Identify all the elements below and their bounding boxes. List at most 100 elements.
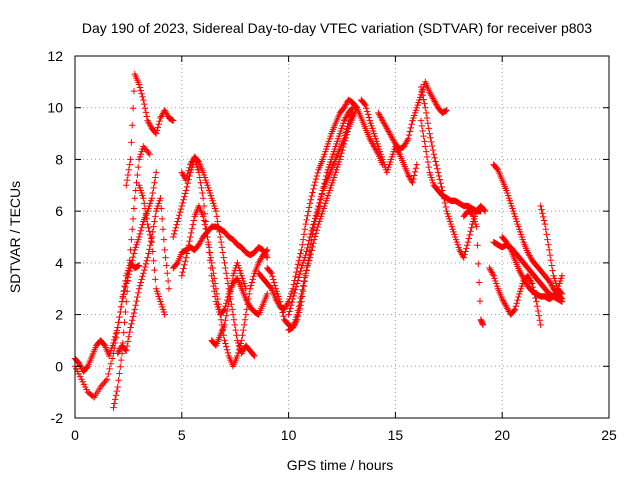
- data-point-marker: [419, 127, 426, 135]
- data-point-marker: [349, 109, 356, 117]
- data-point-marker: [429, 146, 437, 154]
- x-tick-label: 0: [71, 427, 79, 443]
- data-point-marker: [130, 309, 138, 317]
- data-series-19: [417, 117, 485, 215]
- data-point-marker: [299, 241, 306, 248]
- axis-ticks: 0 5 10 15 20 25 -2 0 2 4 6 8 10 12: [47, 48, 617, 443]
- data-point-marker: [305, 241, 312, 248]
- data-point-marker: [296, 271, 303, 278]
- data-point-marker: [223, 275, 231, 282]
- data-point-marker: [303, 266, 310, 274]
- data-point-marker: [123, 277, 131, 284]
- data-point-marker: [140, 270, 147, 277]
- data-point-marker: [197, 179, 204, 186]
- data-point-marker: [305, 260, 312, 268]
- data-point-marker: [271, 282, 279, 289]
- data-point-marker: [311, 233, 319, 240]
- data-point-marker: [163, 262, 170, 269]
- data-point-marker: [139, 221, 146, 228]
- data-point-marker: [218, 244, 226, 251]
- data-point-marker: [420, 132, 427, 140]
- data-point-marker: [225, 298, 232, 305]
- data-point-marker: [304, 263, 311, 271]
- data-point-marker: [150, 257, 157, 264]
- data-point-marker: [224, 303, 232, 310]
- data-point-marker: [196, 174, 203, 181]
- data-point-marker: [293, 268, 300, 276]
- data-point-marker: [481, 206, 488, 214]
- data-point-marker: [363, 105, 370, 112]
- data-point-marker: [129, 317, 136, 324]
- data-point-marker: [247, 282, 255, 289]
- data-point-marker: [234, 349, 242, 357]
- data-point-marker: [227, 288, 234, 295]
- data-point-marker: [123, 176, 131, 184]
- data-point-marker: [180, 265, 187, 272]
- data-point-marker: [542, 226, 549, 233]
- data-point-marker: [308, 247, 315, 254]
- data-point-marker: [318, 190, 326, 197]
- data-point-marker: [442, 107, 450, 115]
- data-point-marker: [130, 250, 138, 257]
- data-point-marker: [158, 215, 166, 223]
- data-point-marker: [291, 289, 298, 297]
- data-point-marker: [310, 221, 317, 228]
- data-point-marker: [209, 277, 216, 285]
- data-point-marker: [463, 245, 470, 252]
- data-point-marker: [296, 253, 303, 261]
- data-point-marker: [294, 277, 302, 284]
- data-point-marker: [187, 229, 195, 237]
- data-point-marker: [308, 227, 315, 234]
- data-point-marker: [417, 83, 425, 91]
- data-point-marker: [489, 271, 497, 278]
- data-point-marker: [468, 224, 475, 231]
- data-point-marker: [340, 135, 348, 142]
- data-point-marker: [170, 230, 178, 238]
- data-point-marker: [250, 273, 257, 280]
- data-point-marker: [220, 254, 227, 261]
- data-point-marker: [125, 333, 133, 341]
- data-series-8: [178, 202, 271, 370]
- data-point-marker: [544, 236, 551, 243]
- data-point-marker: [557, 289, 565, 297]
- data-point-marker: [171, 227, 179, 234]
- data-point-marker: [314, 205, 321, 213]
- data-point-marker: [288, 298, 296, 306]
- data-point-marker: [528, 280, 536, 287]
- data-point-marker: [175, 215, 182, 222]
- data-point-marker: [424, 158, 432, 166]
- data-point-marker: [408, 121, 415, 128]
- data-point-marker: [136, 230, 144, 238]
- data-point-marker: [139, 93, 146, 101]
- data-point-marker: [223, 307, 231, 315]
- data-point-marker: [299, 236, 307, 243]
- data-series-6: [135, 182, 168, 318]
- data-point-marker: [135, 285, 143, 292]
- data-point-marker: [164, 270, 171, 277]
- data-point-marker: [239, 332, 246, 339]
- data-point-marker: [341, 132, 349, 139]
- y-tick-label: -2: [51, 410, 64, 426]
- data-point-marker: [210, 282, 217, 290]
- data-point-marker: [418, 122, 426, 130]
- data-point-marker: [231, 321, 238, 329]
- data-point-marker: [312, 212, 320, 219]
- data-point-marker: [310, 240, 317, 247]
- data-point-marker: [477, 207, 485, 215]
- data-point-marker: [278, 305, 285, 313]
- data-point-marker: [299, 286, 306, 293]
- data-point-marker: [184, 180, 191, 187]
- data-point-marker: [199, 195, 207, 202]
- data-point-marker: [293, 283, 300, 290]
- data-point-marker: [534, 307, 542, 315]
- data-point-marker: [411, 168, 419, 176]
- data-point-marker: [362, 101, 369, 109]
- data-point-marker: [513, 299, 520, 307]
- data-point-marker: [125, 267, 133, 274]
- data-point-marker: [222, 317, 229, 324]
- data-point-marker: [152, 276, 159, 283]
- data-point-marker: [292, 273, 299, 280]
- data-point-marker: [132, 302, 139, 309]
- data-point-marker: [141, 205, 149, 212]
- data-point-marker: [199, 189, 206, 197]
